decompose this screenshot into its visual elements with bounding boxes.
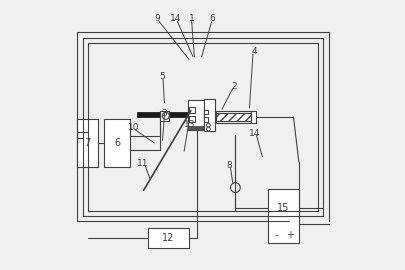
Bar: [160, 111, 169, 121]
Text: 5: 5: [159, 72, 164, 81]
Bar: [204, 110, 208, 114]
Bar: [147, 228, 189, 248]
Bar: [104, 119, 130, 167]
Text: 6: 6: [114, 138, 120, 148]
Text: -: -: [274, 230, 277, 240]
Bar: [189, 116, 195, 122]
Text: 3: 3: [160, 109, 166, 119]
Text: 11: 11: [137, 159, 149, 168]
Text: 14: 14: [170, 14, 181, 23]
Text: 7: 7: [84, 138, 90, 148]
Bar: [215, 113, 250, 121]
Bar: [204, 117, 208, 122]
Bar: [77, 119, 98, 167]
Bar: [267, 189, 298, 243]
Text: 6: 6: [209, 14, 215, 23]
Text: +: +: [286, 230, 294, 240]
Bar: [204, 99, 214, 131]
Bar: [188, 100, 204, 130]
Text: 9: 9: [154, 14, 160, 23]
Bar: [215, 111, 250, 123]
Text: 4: 4: [251, 47, 256, 56]
Text: 2: 2: [231, 82, 236, 91]
Circle shape: [162, 112, 169, 119]
Bar: [189, 107, 195, 113]
Bar: [136, 112, 194, 117]
Circle shape: [206, 127, 210, 131]
Text: 10: 10: [127, 123, 139, 132]
Text: 8: 8: [226, 161, 232, 170]
Text: 14: 14: [249, 129, 260, 138]
Bar: [189, 126, 204, 130]
Text: 12: 12: [162, 233, 174, 243]
Text: 15: 15: [277, 203, 289, 213]
Circle shape: [230, 183, 240, 193]
Text: 13: 13: [184, 120, 195, 129]
Circle shape: [206, 123, 210, 127]
Bar: [250, 111, 255, 123]
Text: 1: 1: [189, 14, 194, 23]
